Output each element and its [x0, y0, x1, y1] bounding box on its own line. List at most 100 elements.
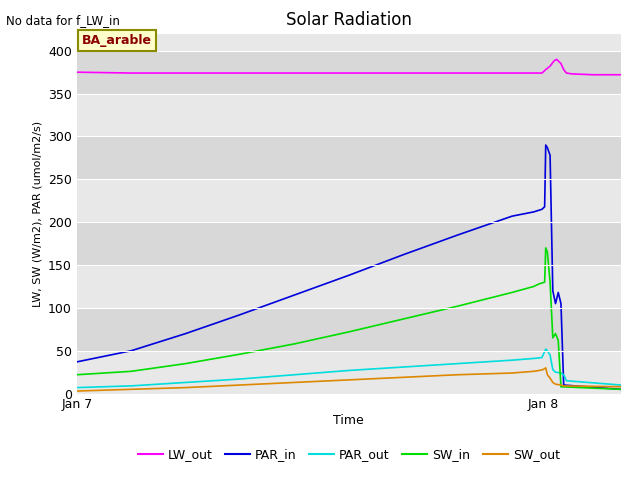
- PAR_in: [399, 252, 407, 258]
- Line: PAR_out: PAR_out: [77, 349, 621, 388]
- PAR_in: [538, 206, 546, 212]
- PAR_in: [530, 209, 538, 215]
- PAR_in: [236, 312, 244, 318]
- SW_in: [542, 245, 550, 251]
- PAR_out: [182, 380, 189, 385]
- LW_out: [508, 70, 516, 76]
- PAR_in: [454, 232, 461, 238]
- SW_in: [554, 337, 562, 343]
- SW_out: [552, 381, 559, 387]
- LW_out: [542, 67, 550, 72]
- SW_in: [541, 279, 548, 285]
- SW_in: [508, 289, 516, 295]
- PAR_in: [182, 331, 189, 336]
- LW_out: [589, 72, 597, 78]
- PAR_in: [554, 289, 562, 295]
- LW_out: [563, 70, 570, 76]
- LW_out: [546, 63, 554, 69]
- Line: SW_in: SW_in: [77, 248, 621, 389]
- PAR_in: [508, 213, 516, 219]
- LW_out: [550, 58, 557, 64]
- PAR_in: [549, 288, 557, 294]
- Title: Solar Radiation: Solar Radiation: [286, 11, 412, 29]
- LW_out: [236, 70, 244, 76]
- PAR_out: [508, 357, 516, 363]
- LW_out: [399, 70, 407, 76]
- PAR_in: [291, 292, 298, 298]
- LW_out: [182, 70, 189, 76]
- SW_in: [73, 372, 81, 378]
- SW_out: [617, 384, 625, 390]
- PAR_in: [546, 153, 554, 158]
- LW_out: [73, 69, 81, 75]
- SW_out: [560, 383, 568, 389]
- LW_out: [568, 71, 576, 77]
- Bar: [77, 308, 621, 351]
- SW_out: [530, 369, 538, 374]
- Y-axis label: LW, SW (W/m2), PAR (umol/m2/s): LW, SW (W/m2), PAR (umol/m2/s): [33, 120, 42, 307]
- SW_out: [557, 382, 565, 388]
- LW_out: [524, 70, 532, 76]
- PAR_out: [546, 352, 554, 358]
- SW_out: [127, 386, 135, 392]
- SW_in: [399, 316, 407, 322]
- PAR_in: [345, 273, 353, 278]
- PAR_out: [127, 383, 135, 389]
- SW_in: [549, 335, 557, 341]
- PAR_out: [73, 385, 81, 391]
- PAR_in: [557, 300, 565, 306]
- LW_out: [291, 70, 298, 76]
- LW_out: [127, 70, 135, 76]
- SW_out: [73, 388, 81, 394]
- Bar: [77, 136, 621, 180]
- SW_in: [454, 303, 461, 309]
- Bar: [77, 265, 621, 308]
- SW_out: [549, 380, 557, 385]
- SW_out: [454, 372, 461, 378]
- SW_out: [399, 374, 407, 380]
- PAR_out: [543, 348, 551, 354]
- PAR_out: [538, 355, 546, 360]
- SW_in: [552, 331, 559, 336]
- Line: LW_out: LW_out: [77, 60, 621, 75]
- PAR_out: [563, 378, 570, 384]
- LW_out: [345, 70, 353, 76]
- Bar: [77, 351, 621, 394]
- X-axis label: Time: Time: [333, 414, 364, 427]
- PAR_out: [236, 376, 244, 382]
- LW_out: [530, 70, 538, 76]
- LW_out: [553, 57, 561, 62]
- Text: No data for f_LW_in: No data for f_LW_in: [6, 14, 120, 27]
- LW_out: [535, 70, 543, 76]
- SW_out: [546, 375, 554, 381]
- SW_in: [291, 341, 298, 347]
- PAR_out: [560, 372, 568, 378]
- LW_out: [454, 70, 461, 76]
- Legend: LW_out, PAR_in, PAR_out, SW_in, SW_out: LW_out, PAR_in, PAR_out, SW_in, SW_out: [132, 443, 565, 466]
- SW_out: [291, 380, 298, 385]
- Bar: [77, 51, 621, 94]
- SW_in: [345, 329, 353, 335]
- SW_out: [539, 367, 547, 372]
- LW_out: [539, 69, 547, 75]
- PAR_out: [617, 382, 625, 388]
- SW_in: [617, 386, 625, 392]
- PAR_out: [345, 368, 353, 373]
- PAR_out: [549, 367, 557, 372]
- Line: PAR_in: PAR_in: [77, 145, 621, 389]
- PAR_in: [542, 142, 550, 148]
- SW_out: [542, 365, 550, 371]
- LW_out: [557, 60, 565, 66]
- Bar: [77, 180, 621, 222]
- Bar: [77, 94, 621, 136]
- PAR_in: [617, 386, 625, 392]
- SW_in: [182, 361, 189, 367]
- PAR_out: [291, 372, 298, 378]
- SW_out: [345, 377, 353, 383]
- PAR_in: [543, 144, 551, 150]
- SW_out: [543, 372, 551, 378]
- SW_out: [508, 370, 516, 376]
- PAR_out: [552, 369, 559, 375]
- PAR_in: [552, 300, 559, 306]
- SW_out: [535, 368, 543, 373]
